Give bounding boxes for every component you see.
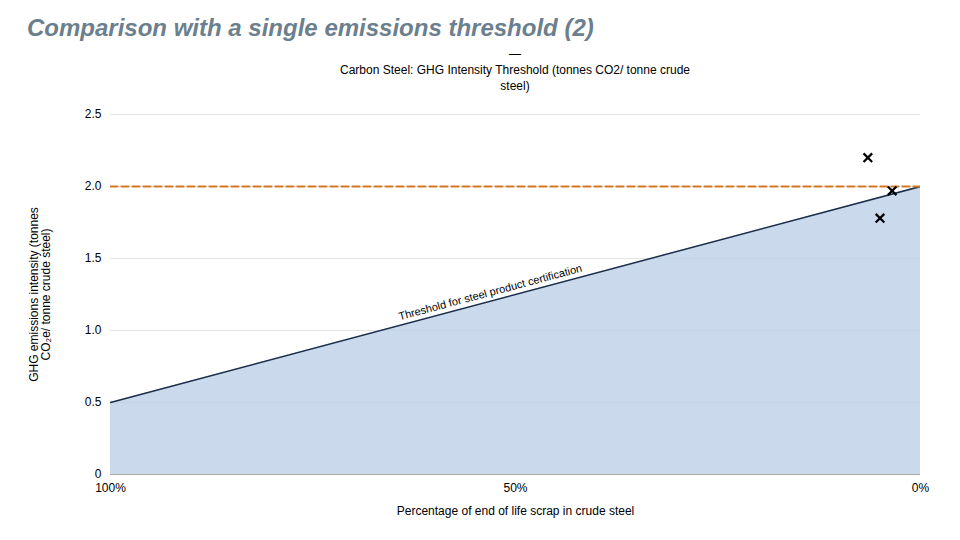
svg-text:100%: 100% bbox=[95, 481, 126, 495]
html-text:Comparison with a single emiss: Comparison with a single emissions thres… bbox=[27, 14, 594, 41]
svg-text:Percentage of end of life scra: Percentage of end of life scrap in crude… bbox=[397, 504, 634, 518]
svg-text:0%: 0% bbox=[912, 481, 930, 495]
svg-text:GHG emissions intensity (tonne: GHG emissions intensity (tonnesCO₂e/ ton… bbox=[27, 207, 53, 382]
html-text:Carbon Steel: GHG Intensity Th: Carbon Steel: GHG Intensity Threshold (t… bbox=[340, 62, 690, 93]
svg-text:0.5: 0.5 bbox=[85, 395, 102, 409]
svg-text:0: 0 bbox=[95, 467, 102, 481]
svg-text:50%: 50% bbox=[503, 481, 527, 495]
svg-text:2.5: 2.5 bbox=[85, 107, 102, 121]
svg-text:Threshold for steel product ce: Threshold for steel product certificatio… bbox=[397, 262, 583, 322]
svg-text:1.5: 1.5 bbox=[85, 251, 102, 265]
svg-text:1.0: 1.0 bbox=[85, 323, 102, 337]
svg-text:2.0: 2.0 bbox=[85, 179, 102, 193]
